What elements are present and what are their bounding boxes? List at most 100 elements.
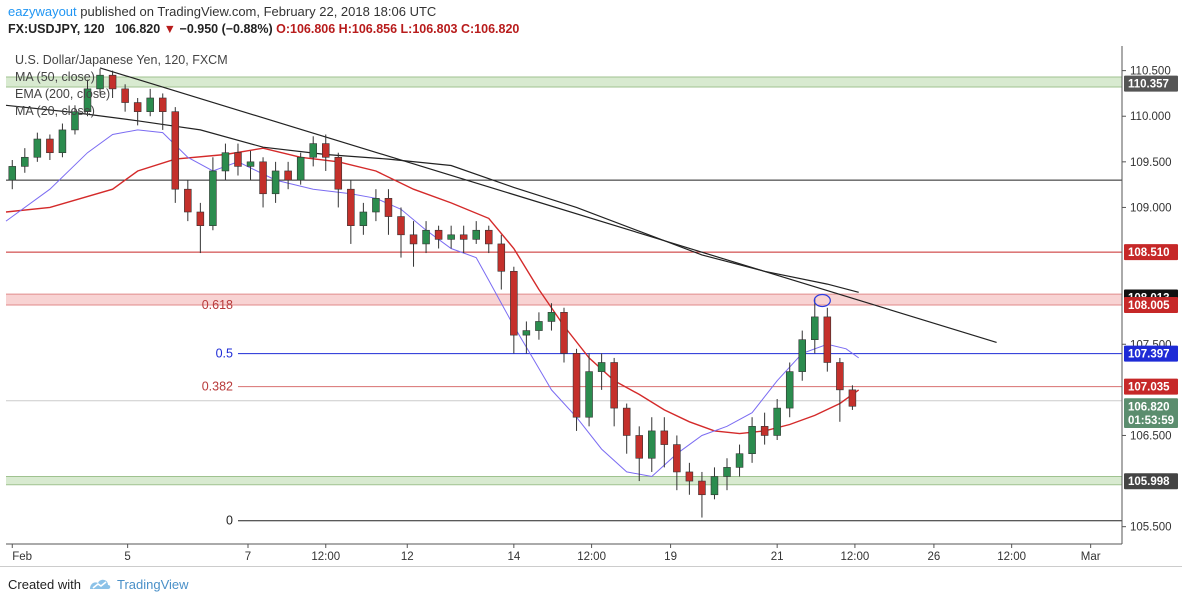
published-text: published on TradingView.com, February 2… <box>80 4 437 19</box>
candle-body <box>547 312 556 322</box>
candle-body <box>33 138 42 158</box>
candle-body <box>384 198 393 217</box>
x-tick-label: 19 <box>664 551 677 563</box>
ma20-line <box>5 129 859 478</box>
candle-body <box>610 362 618 409</box>
zone-band <box>6 77 1122 88</box>
candle-body <box>209 170 217 226</box>
price-label-box <box>1124 297 1178 314</box>
price-label-text: 108.510 <box>1128 247 1170 259</box>
price-label-text: 108.005 <box>1128 300 1170 312</box>
x-tick-label: 12 <box>401 551 414 563</box>
price-label-text: 107.035 <box>1128 382 1170 394</box>
price-label-text: 106.820 <box>1128 401 1170 413</box>
symbol-info: FX:USDJPY, 120 106.820 ▼ −0.950 (−0.88%)… <box>8 22 519 36</box>
candle-body <box>673 444 681 473</box>
candle-body <box>284 170 292 181</box>
candle-body <box>133 102 142 112</box>
candle-body <box>447 234 455 240</box>
candle-body <box>108 74 117 90</box>
price-label-tag: 106.820 <box>1124 398 1178 415</box>
y-tick-label: 110.500 <box>1130 66 1171 78</box>
candle-body <box>359 211 368 226</box>
price-chart[interactable]: 0.618 0.5 0.382 0 110.500 110.000 109.500 109.0… <box>0 44 1182 566</box>
price-label-tag: 105.998 <box>1124 473 1178 490</box>
candle-body <box>271 170 280 195</box>
candle-body <box>785 371 794 409</box>
trendline <box>99 67 997 344</box>
plot-area: 0.618 0.5 0.382 0 <box>5 46 1122 544</box>
candle-body <box>698 480 706 496</box>
fib-level-label: 0 <box>226 514 233 528</box>
x-tick-label: 12:00 <box>577 551 606 563</box>
x-tick-label: 12:00 <box>841 551 870 563</box>
candle-body <box>485 229 493 245</box>
price-change: −0.950 (−0.88%) <box>179 22 273 36</box>
y-tick-label: 109.000 <box>1130 202 1172 214</box>
candle-body <box>259 161 267 195</box>
price-label-box <box>1124 75 1178 92</box>
x-tick-label: 14 <box>507 551 520 563</box>
legend-title: U.S. Dollar/Japanese Yen, 120, FXCM <box>15 53 228 67</box>
legend-ema200: EMA (200, close) <box>15 87 111 101</box>
candle-body <box>497 243 506 272</box>
candle-body <box>397 216 405 236</box>
candle-body <box>748 426 756 455</box>
candle-body <box>459 234 468 240</box>
legend-ma20: MA (20, close) <box>15 104 95 118</box>
price-label-text: 01:53:59 <box>1128 415 1174 427</box>
price-label-box <box>1124 473 1178 490</box>
tradingview-link[interactable]: TradingView <box>117 577 189 592</box>
price-label-tag: 108.005 <box>1124 297 1178 314</box>
candle-body <box>422 229 430 245</box>
candle-body <box>660 430 669 445</box>
y-tick-label: 105.500 <box>1130 522 1172 534</box>
price-label-box <box>1124 398 1178 415</box>
tradingview-logo-icon[interactable] <box>88 576 112 592</box>
price-label-tag: 107.397 <box>1124 345 1178 362</box>
x-tick-label: Mar <box>1081 551 1101 563</box>
highlight-circle <box>813 293 831 308</box>
footer: Created with TradingView <box>0 566 1182 603</box>
candle-body <box>585 371 593 418</box>
last-price: 106.820 <box>115 22 161 36</box>
price-label-text: 105.998 <box>1128 476 1170 488</box>
ohlc-values: O:106.806 H:106.856 L:106.803 C:106.820 <box>276 22 520 36</box>
candle-body <box>221 152 230 172</box>
fib-level-label: 0.618 <box>202 298 233 312</box>
candle-body <box>58 129 67 154</box>
candle-body <box>798 339 806 372</box>
x-tick-label: 7 <box>245 551 251 563</box>
candle-body <box>648 430 656 459</box>
candle-body <box>409 234 418 245</box>
candle-body <box>246 161 255 167</box>
price-label-box <box>1124 411 1178 428</box>
legend-ma50: MA (50, close) <box>15 70 95 84</box>
candle-body <box>635 435 643 459</box>
price-label-text: 107.397 <box>1128 349 1170 361</box>
symbol-label[interactable]: FX:USDJPY, 120 <box>8 22 105 36</box>
price-label-box <box>1124 345 1178 362</box>
y-tick-label: 109.500 <box>1130 157 1172 169</box>
price-label-box <box>1124 244 1178 261</box>
fib-level-label: 0.5 <box>216 347 233 361</box>
candle-body <box>535 321 543 331</box>
candle-body <box>823 316 832 363</box>
candle-body <box>96 74 104 90</box>
candle-body <box>811 316 819 340</box>
x-tick-label: 26 <box>928 551 941 563</box>
author-link[interactable]: eazywayout <box>8 4 77 19</box>
x-tick-label: 5 <box>124 551 130 563</box>
candle-body <box>296 156 305 181</box>
candle-body <box>773 407 781 436</box>
price-label-tag: 108.510 <box>1124 244 1178 261</box>
created-with-text: Created with <box>8 577 81 592</box>
ma50-line <box>5 104 859 293</box>
publish-info: eazywayout published on TradingView.com,… <box>8 4 436 19</box>
price-label-text: 110.357 <box>1128 79 1169 91</box>
chart-header: eazywayout published on TradingView.com,… <box>0 0 1182 44</box>
fib-level-label: 0.382 <box>202 380 233 394</box>
price-label-tag: 01:53:59 <box>1124 411 1178 428</box>
candle-body <box>21 156 29 167</box>
y-tick-label: 110.000 <box>1130 111 1171 123</box>
